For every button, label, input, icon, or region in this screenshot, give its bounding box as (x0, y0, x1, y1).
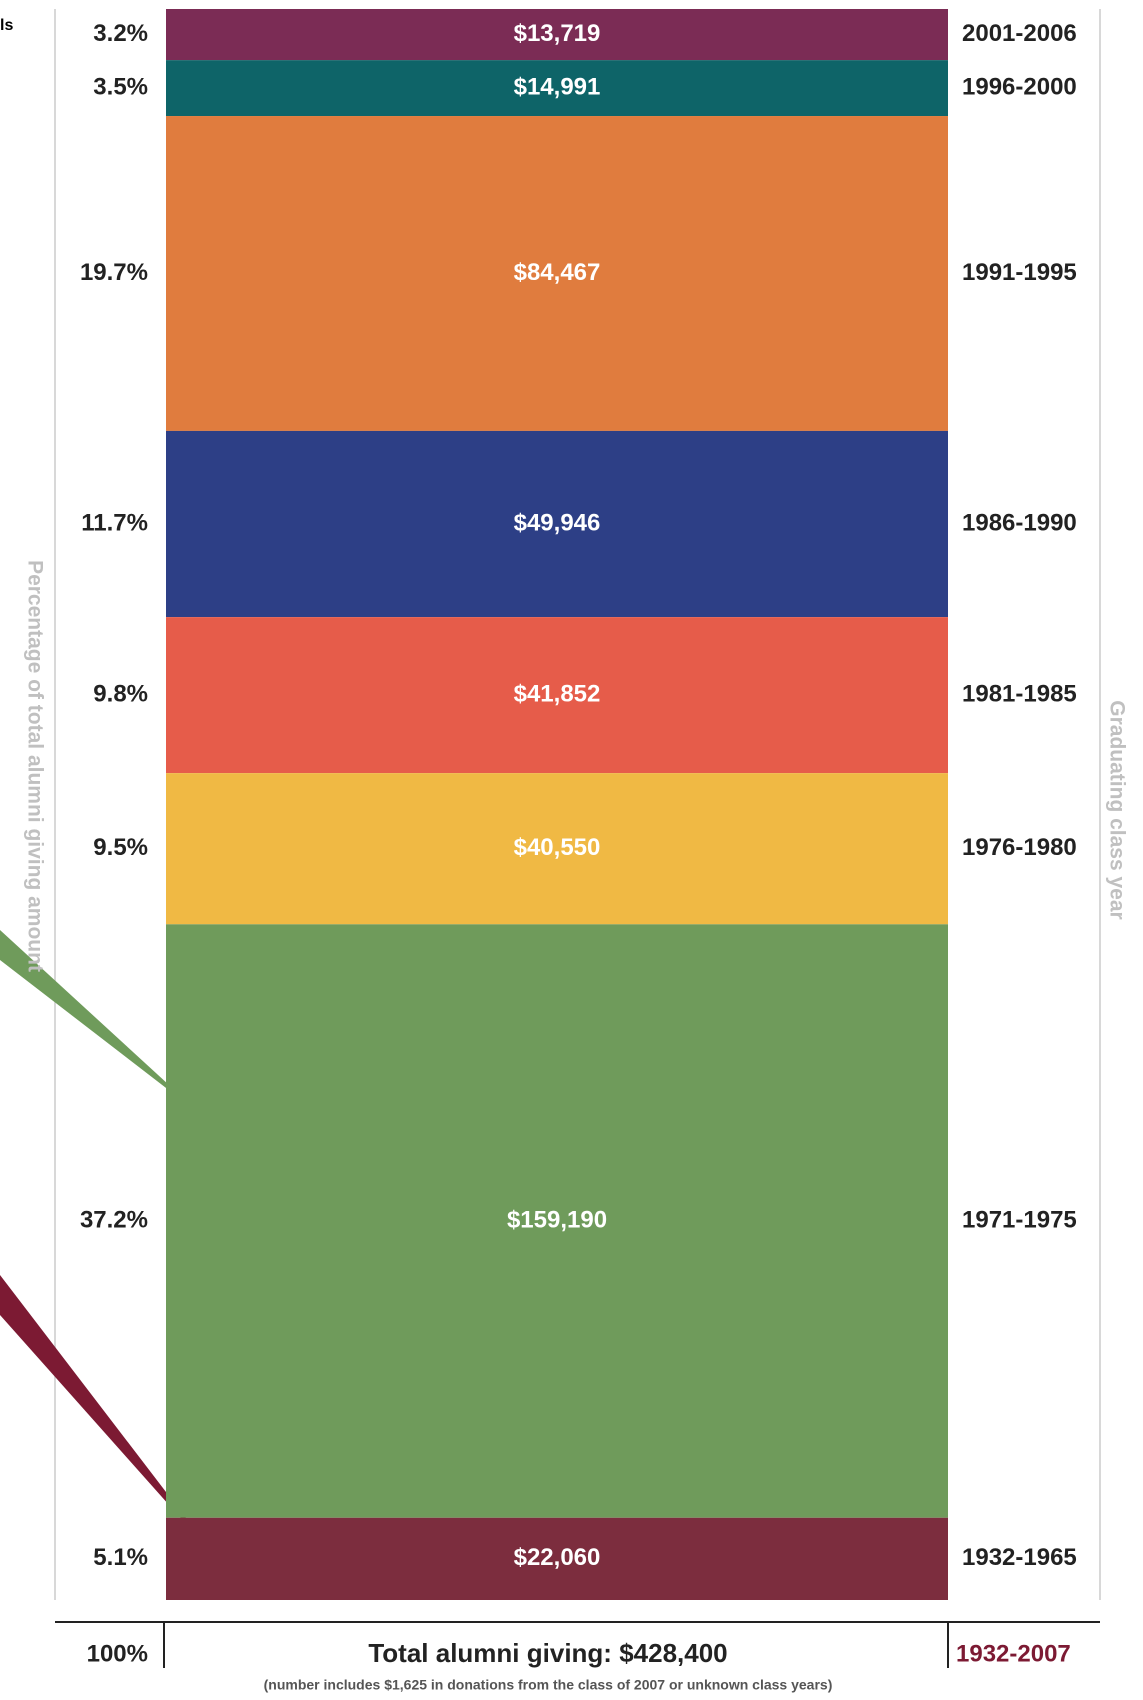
value-label: $159,190 (507, 1206, 607, 1233)
cut-text: ls (0, 17, 13, 34)
class-label: 1971-1975 (962, 1206, 1077, 1233)
note: (number includes $1,625 in donations fro… (264, 1677, 833, 1693)
percent-label: 3.5% (93, 73, 148, 100)
class-label: 1976-1980 (962, 834, 1077, 861)
total-years: 1932-2007 (956, 1640, 1071, 1667)
percent-label: 11.7% (81, 509, 148, 536)
class-label: 1991-1995 (962, 259, 1077, 286)
axis-title: Graduating class year (1105, 700, 1128, 919)
percent-label: 37.2% (80, 1206, 148, 1233)
value-label: $41,852 (514, 680, 601, 707)
percent-label: 3.2% (93, 20, 148, 47)
axis-title: Percentage of total alumni giving amount (23, 560, 46, 972)
percent-label: 9.8% (93, 680, 148, 707)
value-label: $49,946 (514, 509, 601, 536)
class-label: 1981-1985 (962, 680, 1077, 707)
value-label: $13,719 (514, 20, 601, 47)
percent-label: 5.1% (93, 1544, 148, 1571)
value-label: $22,060 (514, 1544, 601, 1571)
value-label: $14,991 (514, 73, 601, 100)
percent-label: 9.5% (93, 834, 148, 861)
value-label: $40,550 (514, 834, 601, 861)
chart: ls Percentage of total alumni giving amo… (0, 0, 1143, 1700)
value-label: $84,467 (514, 259, 601, 286)
total-percent: 100% (87, 1640, 148, 1667)
class-label: 2001-2006 (962, 20, 1077, 47)
class-label: 1986-1990 (962, 509, 1077, 536)
class-label: 1996-2000 (962, 73, 1077, 100)
percent-label: 19.7% (80, 259, 148, 286)
total-label: Total alumni giving: $428,400 (368, 1638, 727, 1668)
class-label: 1932-1965 (962, 1544, 1077, 1571)
